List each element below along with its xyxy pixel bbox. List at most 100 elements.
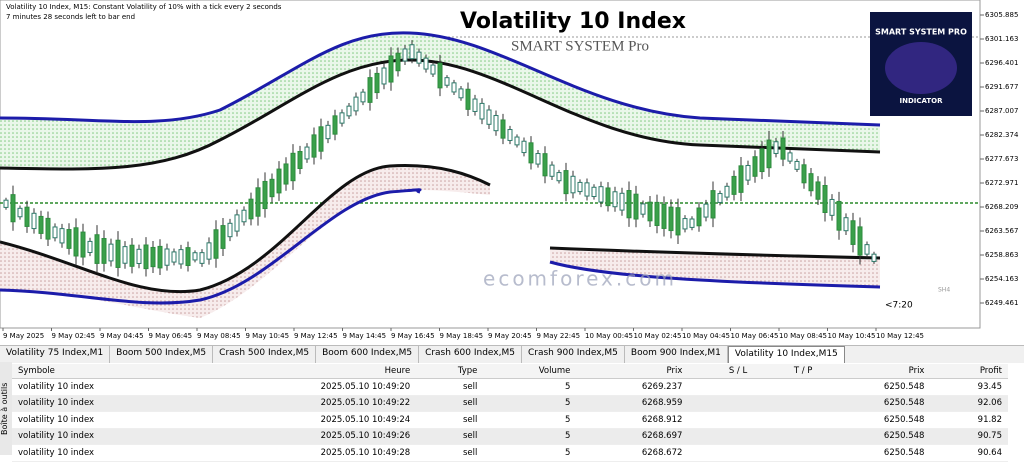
- band-line: [0, 188, 422, 305]
- time-label: 9 May 16:45: [391, 332, 435, 340]
- candle-body: [283, 163, 289, 185]
- candle-body: [605, 187, 611, 207]
- candle-body: [486, 109, 492, 125]
- table-cell: 6268.912: [576, 411, 689, 429]
- candle-body: [752, 156, 758, 177]
- table-cell: 6250.548: [818, 428, 931, 445]
- candle-body: [59, 228, 65, 244]
- tab[interactable]: Crash 900 Index,M5: [522, 346, 625, 363]
- table-row: volatility 10 index 2025.05.10 10:49:20 se…: [12, 378, 1008, 396]
- table-cell: 5: [483, 378, 577, 396]
- candle-body: [528, 142, 534, 164]
- table-row: volatility 10 index 2025.05.10 10:49:24 se…: [12, 411, 1008, 429]
- candle-body: [101, 238, 107, 264]
- candle-body: [423, 57, 429, 70]
- tab[interactable]: Volatility 10 Index,M15: [727, 346, 845, 363]
- candle-body: [759, 148, 765, 173]
- table-cell: [753, 444, 819, 462]
- tab-bar: Volatility 75 Index,M1 Boom 500 Index,M5 C…: [0, 345, 1024, 363]
- candle-body: [549, 164, 555, 177]
- table-cell: [688, 411, 754, 429]
- candle-body: [647, 201, 653, 222]
- column-header: Profit: [930, 364, 1008, 379]
- table-cell: 2025.05.10 10:49:28: [199, 444, 417, 462]
- time-label: 10 May 02:45: [634, 332, 682, 340]
- countdown: 7 minutes 28 seconds left to bar end: [6, 13, 135, 21]
- tab[interactable]: Crash 600 Index,M5: [419, 346, 522, 363]
- candle-body: [262, 180, 268, 210]
- price-label: 6258.863: [985, 251, 1018, 259]
- table-cell: [688, 378, 754, 396]
- band-line: [549, 246, 881, 260]
- table-cell: sell: [416, 378, 484, 396]
- price-label: 6268.209: [985, 203, 1018, 211]
- tab[interactable]: Boom 500 Index,M5: [110, 346, 214, 363]
- table-cell: 6250.548: [818, 378, 931, 396]
- time-label: 9 May 14:45: [343, 332, 387, 340]
- tab[interactable]: Crash 500 Index,M5: [213, 346, 317, 363]
- indicator-tag: SH4: [938, 287, 950, 294]
- candle-body: [780, 137, 786, 160]
- table-cell: 93.45: [930, 378, 1008, 396]
- tab[interactable]: Volatility 75 Index,M1: [0, 346, 111, 363]
- candle-body: [493, 115, 499, 132]
- candle-body: [143, 244, 149, 270]
- side-label: Boîte à outils: [0, 362, 12, 455]
- candle-body: [52, 226, 58, 239]
- table-cell: 92.06: [930, 395, 1008, 412]
- price-axis: 6305.885 6301.163 6296.401 6291.677 6287.007…: [980, 11, 1019, 307]
- candle-body: [612, 191, 618, 208]
- candle-body: [178, 249, 184, 265]
- candle-body: [24, 206, 30, 227]
- candle-body: [136, 248, 142, 264]
- candle-body: [724, 185, 730, 198]
- time-axis: 9 May 2025 9 May 02:45 9 May 04:45 9 May 06…: [2, 328, 924, 340]
- table-cell: [753, 378, 819, 396]
- candle-body: [276, 168, 282, 194]
- table-cell: 2025.05.10 10:49:20: [199, 378, 417, 396]
- time-label: 9 May 18:45: [440, 332, 484, 340]
- candle-body: [787, 152, 793, 162]
- candle-body: [766, 139, 772, 169]
- time-label: 9 May 06:45: [149, 332, 193, 340]
- table-cell: sell: [416, 395, 484, 412]
- tab[interactable]: Boom 600 Index,M5: [316, 346, 420, 363]
- price-label: 6254.163: [985, 275, 1018, 283]
- ad-brain: [885, 42, 957, 94]
- candle-body: [500, 119, 506, 139]
- candle-body: [381, 67, 387, 85]
- candle-body: [829, 198, 835, 216]
- candle-body: [871, 253, 877, 262]
- time-label: 9 May 02:45: [52, 332, 96, 340]
- table-cell: 91.82: [930, 411, 1008, 429]
- column-header: S / L: [688, 364, 754, 379]
- tab[interactable]: Boom 900 Index,M1: [625, 346, 728, 363]
- price-label: 6287.007: [985, 107, 1018, 115]
- table-cell: 90.64: [930, 444, 1008, 462]
- candle-body: [374, 72, 380, 94]
- candle-body: [857, 226, 863, 256]
- column-header: Type: [416, 364, 484, 379]
- candle-body: [171, 251, 177, 263]
- candle-body: [87, 240, 93, 253]
- candle-body: [850, 220, 856, 245]
- price-label: 6301.163: [985, 35, 1018, 43]
- band-line: [0, 164, 491, 294]
- candle-body: [710, 190, 716, 219]
- table-row: volatility 10 index 2025.05.10 10:49:26 se…: [12, 428, 1008, 445]
- table-row: volatility 10 index 2025.05.10 10:49:28 se…: [12, 444, 1008, 462]
- candle-body: [591, 186, 597, 198]
- table-cell: 90.75: [930, 428, 1008, 445]
- candle-body: [731, 175, 737, 195]
- time-label: 9 May 12:45: [294, 332, 338, 340]
- time-label: 9 May 20:45: [488, 332, 532, 340]
- candle-body: [269, 178, 275, 198]
- candle-body: [31, 212, 37, 230]
- candle-body: [346, 105, 352, 117]
- candle-body: [339, 112, 345, 124]
- candle-body: [815, 181, 821, 200]
- table-cell: [688, 444, 754, 462]
- candle-body: [703, 203, 709, 218]
- candle-body: [479, 102, 485, 120]
- candle-body: [661, 203, 667, 229]
